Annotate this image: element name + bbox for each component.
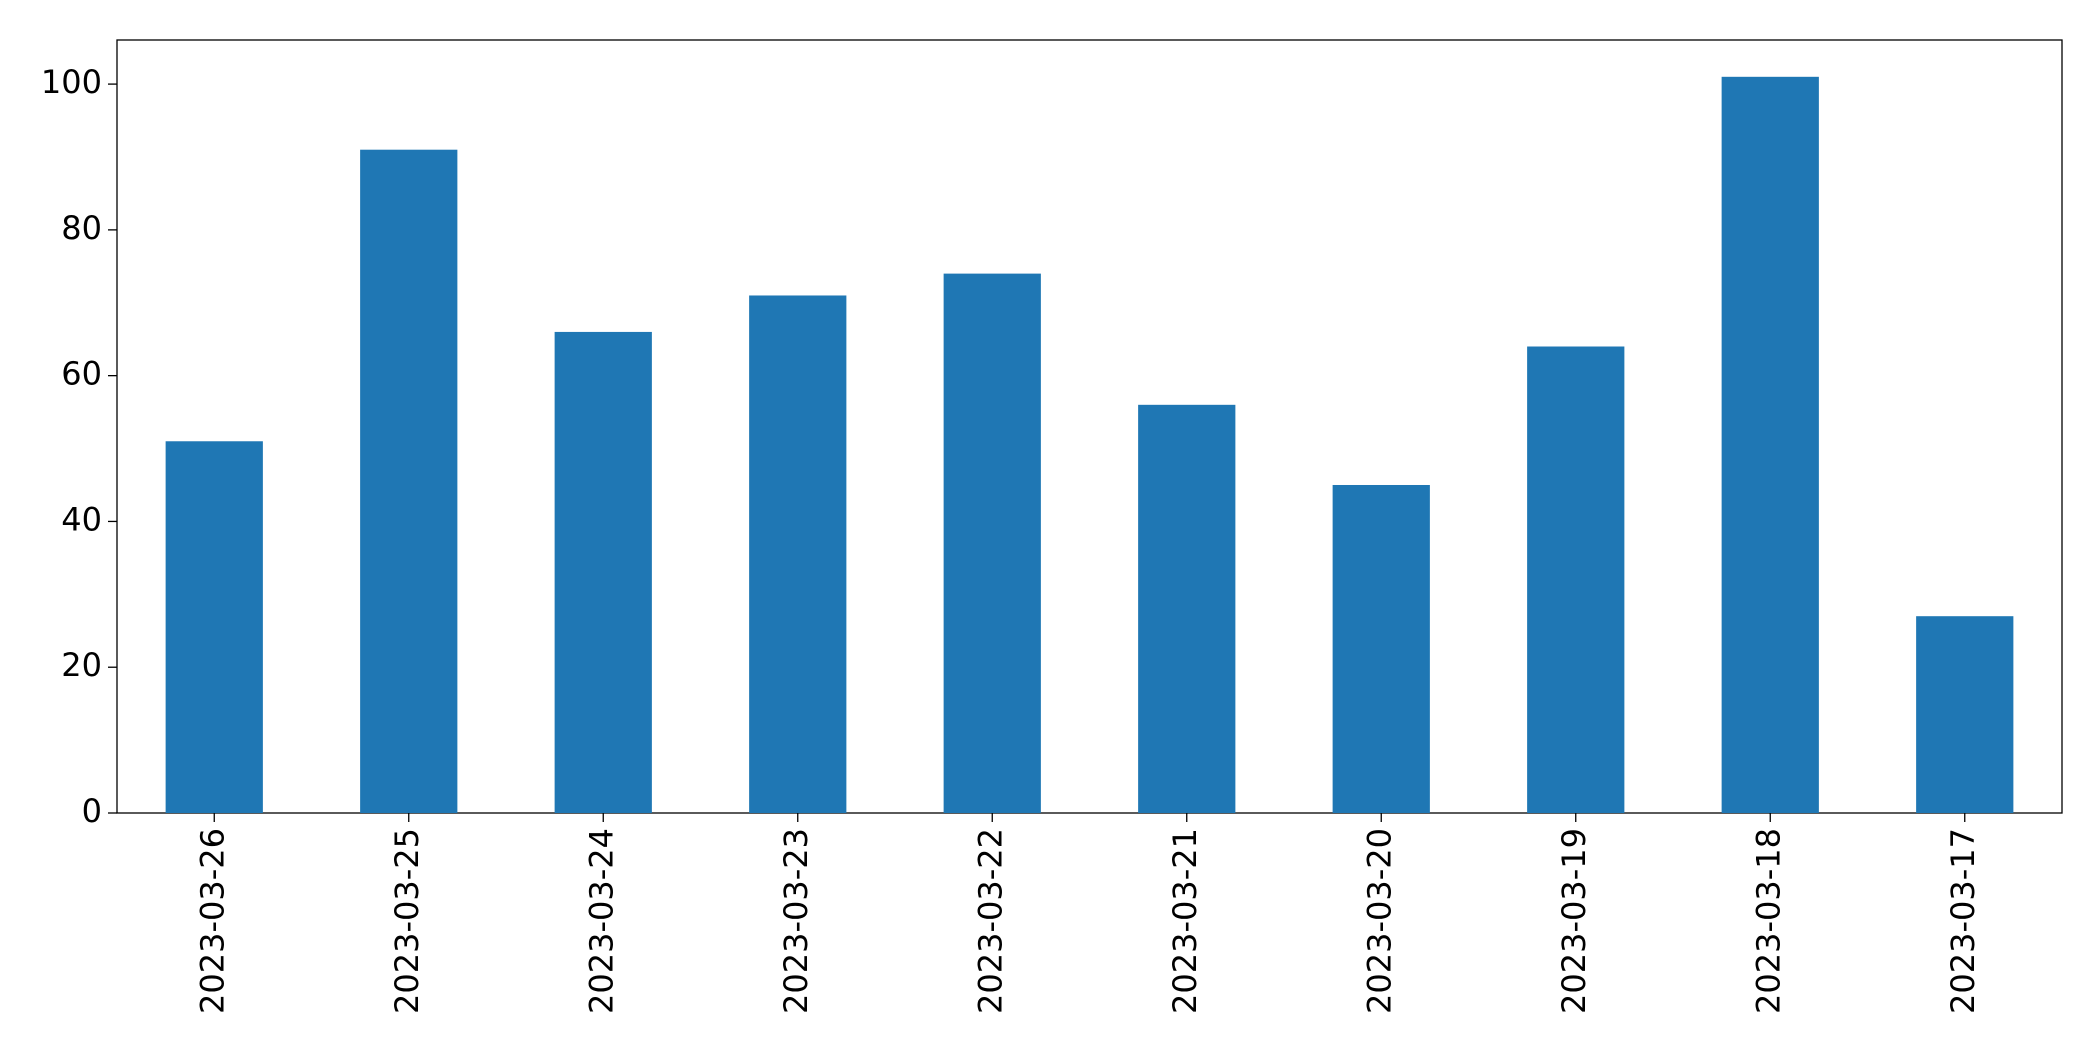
bar [360, 149, 458, 813]
y-tick-label: 100 [41, 63, 102, 101]
y-tick-label: 60 [61, 355, 102, 393]
x-tick-label: 2023-03-25 [388, 828, 426, 1014]
x-tick-label: 2023-03-21 [1166, 828, 1204, 1014]
x-tick-label: 2023-03-18 [1749, 828, 1787, 1014]
plot-frame [116, 39, 2063, 814]
x-tick-label: 2023-03-26 [193, 828, 231, 1014]
x-tick-label: 2023-03-17 [1944, 828, 1982, 1014]
bar [1332, 484, 1430, 813]
y-tick-label: 20 [61, 646, 102, 684]
bar [165, 441, 263, 813]
x-tick-label: 2023-03-22 [971, 828, 1009, 1014]
bar [943, 273, 1041, 813]
x-tick-label: 2023-03-24 [582, 828, 620, 1014]
x-tick-label: 2023-03-19 [1555, 828, 1593, 1014]
x-tick-label: 2023-03-20 [1360, 828, 1398, 1014]
bar [1721, 76, 1819, 814]
x-tick-label: 2023-03-23 [777, 828, 815, 1014]
y-tick-label: 40 [61, 500, 102, 538]
bar [1138, 404, 1236, 813]
bar [1916, 616, 2014, 813]
bar [554, 331, 652, 813]
bar [749, 295, 847, 813]
bar [1527, 346, 1625, 813]
y-tick-label: 0 [82, 792, 102, 830]
y-tick-label: 80 [61, 209, 102, 247]
